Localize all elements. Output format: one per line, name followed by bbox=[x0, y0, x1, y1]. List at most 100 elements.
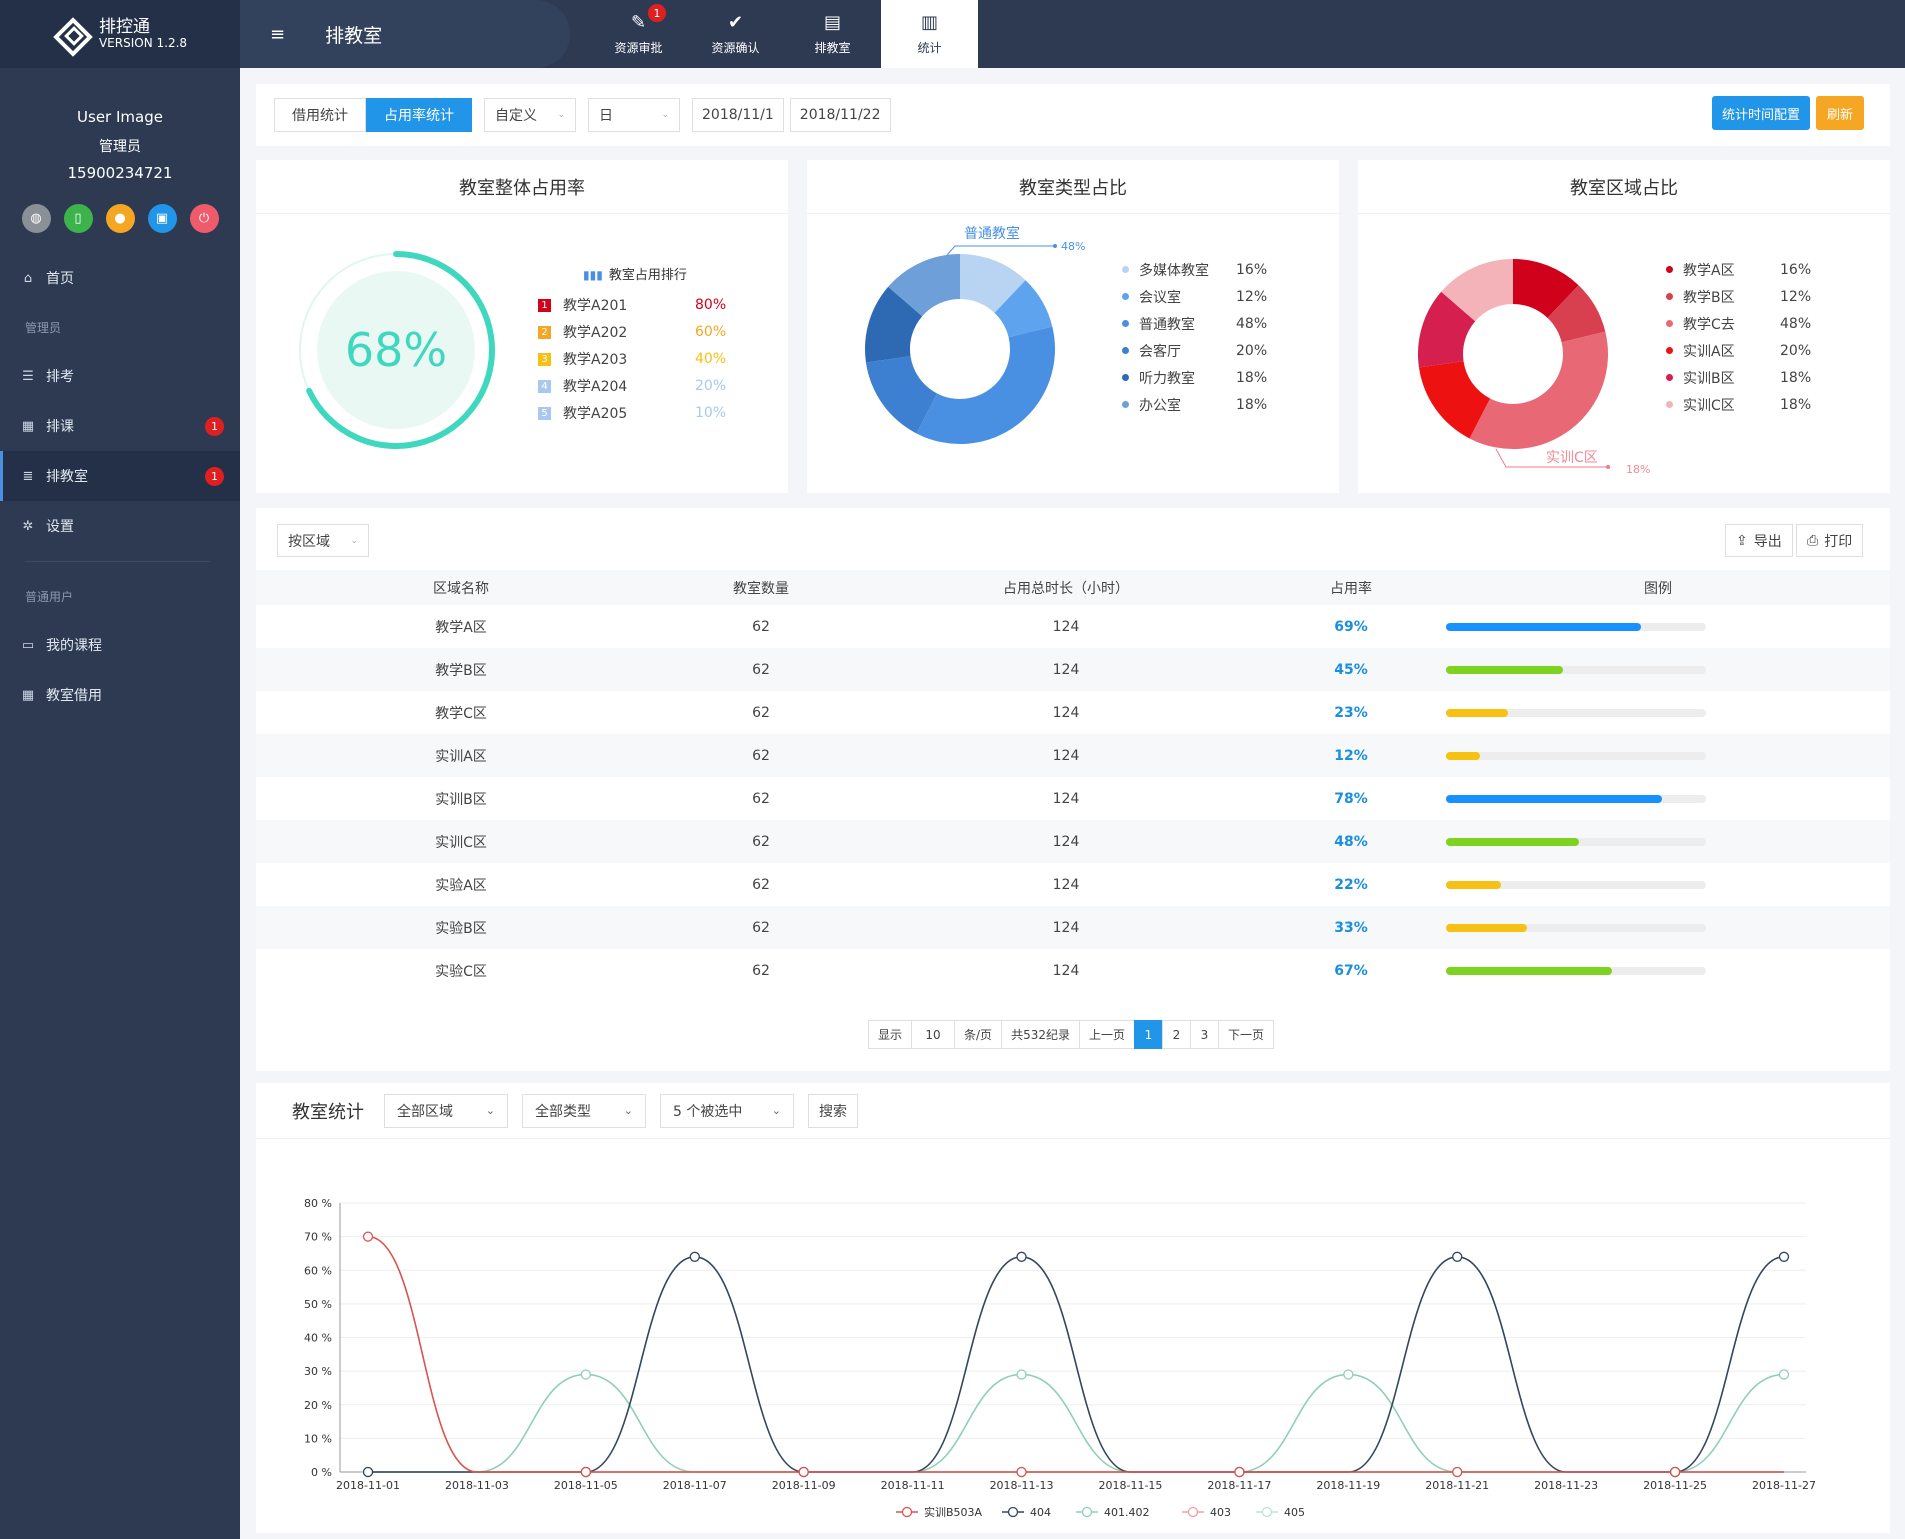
progress-fill bbox=[1446, 837, 1579, 846]
legend-item: 多媒体教室 16% bbox=[1122, 256, 1282, 283]
legend-label[interactable]: 实训B503A bbox=[924, 1505, 983, 1519]
user-icon[interactable]: ● bbox=[105, 204, 135, 233]
donut-slice[interactable] bbox=[865, 356, 938, 434]
data-point[interactable] bbox=[580, 1369, 591, 1380]
data-point[interactable] bbox=[1234, 1466, 1245, 1478]
sidebar-item-borrow[interactable]: ▦ 教室借用 bbox=[0, 670, 240, 720]
type-select[interactable]: 全部类型 ⌄ bbox=[522, 1093, 646, 1128]
unit-select[interactable]: 日 ⌄ bbox=[588, 98, 680, 132]
group-select[interactable]: 按区域 ⌄ bbox=[277, 524, 369, 557]
search-button[interactable]: 搜索 bbox=[808, 1093, 858, 1128]
legend-label[interactable]: 401.402 bbox=[1104, 1506, 1150, 1519]
area-select[interactable]: 全部区域 ⌄ bbox=[384, 1093, 508, 1128]
data-point[interactable] bbox=[1016, 1369, 1027, 1380]
rate-stat-button[interactable]: 占用率统计 bbox=[366, 98, 472, 132]
donut-slice[interactable] bbox=[1547, 285, 1606, 343]
legend-value: 18% bbox=[1780, 369, 1812, 386]
donut-slice[interactable] bbox=[1513, 259, 1579, 318]
table-row[interactable]: 教学A区 62 124 69% bbox=[256, 605, 1890, 648]
table-row[interactable]: 实训A区 62 124 12% bbox=[256, 734, 1890, 777]
page-button[interactable]: 2 bbox=[1161, 1020, 1191, 1049]
tab-statistics[interactable]: ▥ 统计 bbox=[881, 0, 978, 68]
rank-item: 1 教学A201 80% bbox=[538, 294, 728, 316]
monitor-icon[interactable]: ▣ bbox=[147, 204, 177, 233]
data-point[interactable] bbox=[1669, 1466, 1681, 1478]
legend-label[interactable]: 404 bbox=[1030, 1506, 1051, 1519]
sidebar-item-classroom[interactable]: ≣ 排教室 1 bbox=[0, 451, 240, 501]
donut-slice[interactable] bbox=[1418, 291, 1476, 368]
data-point[interactable] bbox=[1778, 1251, 1790, 1262]
page-size-select[interactable]: 10 bbox=[911, 1020, 956, 1049]
borrow-stat-button[interactable]: 借用统计 bbox=[274, 98, 366, 132]
donut-slice[interactable] bbox=[865, 286, 923, 363]
progress-track bbox=[1446, 880, 1706, 889]
donut-slice[interactable] bbox=[994, 280, 1053, 338]
date-from-input[interactable]: 2018/11/1 bbox=[692, 98, 784, 132]
range-select[interactable]: 自定义 ⌄ bbox=[484, 98, 576, 132]
sidebar-item-exam[interactable]: ☰ 排考 bbox=[0, 351, 240, 401]
power-icon[interactable]: ⏻ bbox=[189, 204, 219, 233]
tab-label: 资源确认 bbox=[711, 41, 760, 55]
data-point[interactable] bbox=[362, 1231, 374, 1242]
page-button[interactable]: 3 bbox=[1189, 1020, 1219, 1049]
divider bbox=[25, 561, 210, 562]
donut-slice[interactable] bbox=[888, 254, 960, 317]
table-row[interactable]: 教学B区 62 124 45% bbox=[256, 648, 1890, 691]
y-tick-label: 50 % bbox=[304, 1298, 332, 1311]
data-point[interactable] bbox=[798, 1466, 809, 1478]
donut-slice[interactable] bbox=[916, 326, 1055, 444]
data-point[interactable] bbox=[580, 1466, 591, 1478]
donut-slice[interactable] bbox=[1418, 361, 1491, 439]
mobile-icon[interactable]: ▯ bbox=[63, 204, 93, 233]
tab-approval[interactable]: ✎ 资源审批 1 bbox=[590, 0, 687, 68]
table-row[interactable]: 实验B区 62 124 33% bbox=[256, 906, 1890, 949]
data-point[interactable] bbox=[1452, 1251, 1463, 1262]
date-to-input[interactable]: 2018/11/22 bbox=[789, 98, 891, 132]
table-row[interactable]: 实验C区 62 124 67% bbox=[256, 949, 1890, 992]
data-point[interactable] bbox=[1016, 1466, 1027, 1478]
export-button[interactable]: ⇪ 导出 bbox=[1725, 524, 1793, 557]
donut-slice[interactable] bbox=[960, 254, 1026, 313]
sidebar-item-course[interactable]: ▦ 排课 1 bbox=[0, 401, 240, 451]
data-point[interactable] bbox=[1016, 1251, 1027, 1262]
donut-slice[interactable] bbox=[1469, 331, 1608, 449]
data-point[interactable] bbox=[1343, 1369, 1354, 1380]
table-row[interactable]: 实训C区 62 124 48% bbox=[256, 820, 1890, 863]
legend-marker bbox=[1261, 1506, 1273, 1518]
prev-page-button[interactable]: 上一页 bbox=[1078, 1020, 1135, 1049]
refresh-button[interactable]: 刷新 bbox=[1815, 96, 1864, 130]
table-row[interactable]: 实训B区 62 124 78% bbox=[256, 777, 1890, 820]
cell-area: 实训B区 bbox=[435, 791, 487, 808]
data-point[interactable] bbox=[362, 1466, 374, 1478]
table-row[interactable]: 教学C区 62 124 23% bbox=[256, 691, 1890, 734]
data-point[interactable] bbox=[1778, 1369, 1790, 1380]
menu-toggle-icon[interactable]: ≡ bbox=[270, 23, 286, 45]
column-header: 占用总时长（小时） bbox=[856, 570, 1276, 605]
next-page-button[interactable]: 下一页 bbox=[1217, 1020, 1274, 1049]
sidebar-item-my-course[interactable]: ▭ 我的课程 bbox=[0, 620, 240, 670]
group-value: 按区域 bbox=[288, 533, 330, 550]
legend-label[interactable]: 405 bbox=[1284, 1506, 1305, 1519]
legend-label[interactable]: 403 bbox=[1210, 1506, 1231, 1519]
app-logo[interactable]: 排控通 VERSION 1.2.8 bbox=[0, 0, 240, 68]
sidebar-item-home[interactable]: ⌂ 首页 bbox=[0, 253, 240, 303]
table-row[interactable]: 实验A区 62 124 22% bbox=[256, 863, 1890, 906]
data-point[interactable] bbox=[689, 1251, 700, 1262]
donut-slice[interactable] bbox=[1441, 259, 1513, 322]
cell-count: 62 bbox=[752, 618, 770, 635]
avatar[interactable]: User Image bbox=[77, 108, 163, 126]
legend-label: 实训B区 bbox=[1683, 370, 1735, 387]
print-button[interactable]: ⎙ 打印 bbox=[1796, 524, 1864, 557]
rank-item: 5 教学A205 10% bbox=[538, 402, 728, 424]
room-multiselect[interactable]: 5 个被选中 ⌄ bbox=[660, 1093, 794, 1128]
data-point[interactable] bbox=[1452, 1466, 1463, 1478]
tab-confirm[interactable]: ✔ 资源确认 bbox=[687, 0, 784, 68]
tab-classroom[interactable]: ▤ 排教室 bbox=[784, 0, 881, 68]
wechat-icon[interactable]: ◍ bbox=[21, 204, 51, 233]
sidebar-item-label: 我的课程 bbox=[46, 638, 102, 654]
page-button[interactable]: 1 bbox=[1133, 1020, 1163, 1049]
rank-name: 教学A201 bbox=[563, 298, 628, 314]
time-config-button[interactable]: 统计时间配置 bbox=[1711, 96, 1810, 130]
x-tick-label: 2018-11-21 bbox=[1425, 1479, 1489, 1492]
sidebar-item-settings[interactable]: ✲ 设置 bbox=[0, 501, 240, 551]
